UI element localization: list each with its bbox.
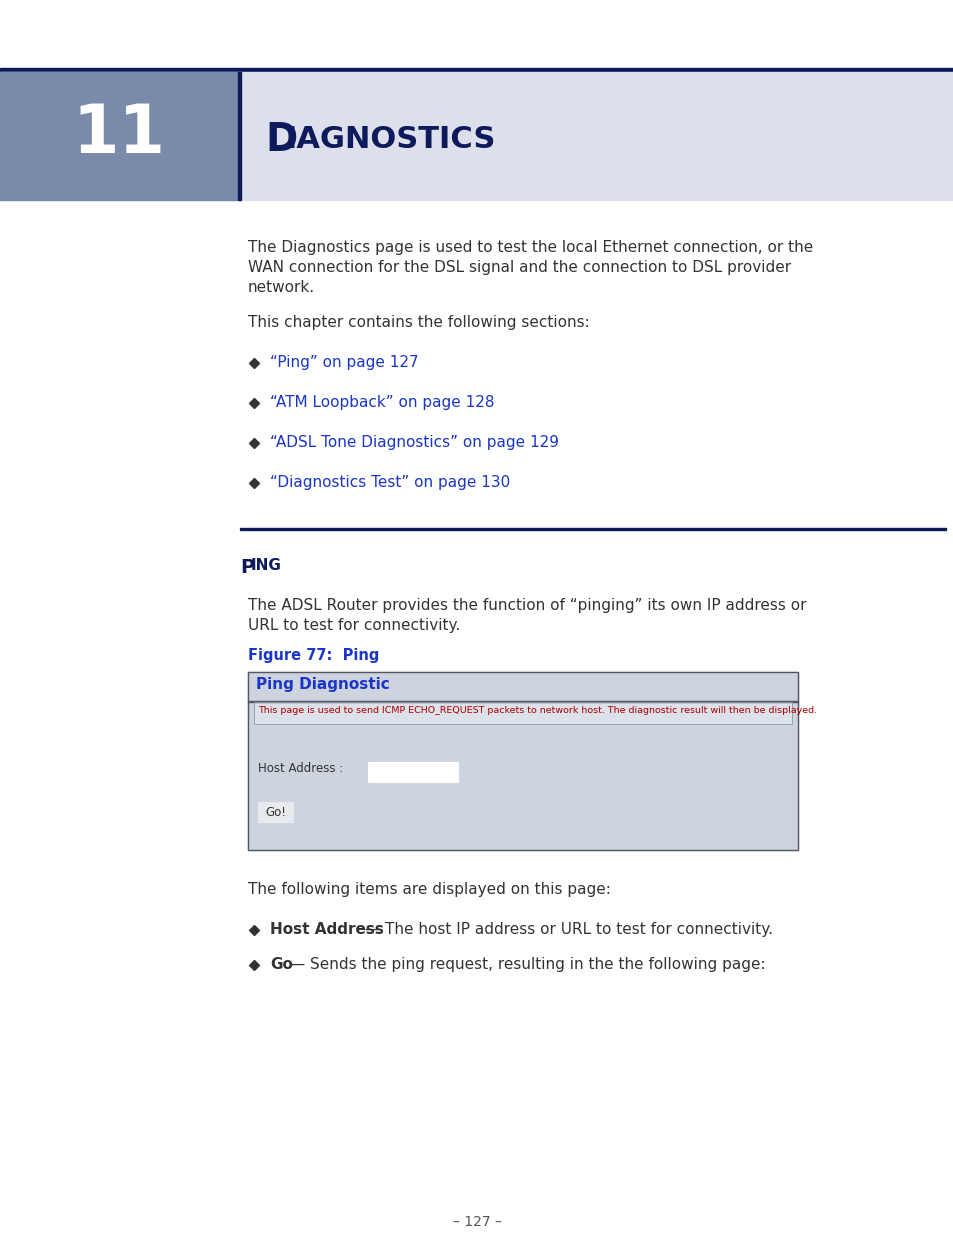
Bar — [248, 700, 797, 701]
Text: WAN connection for the DSL signal and the connection to DSL provider: WAN connection for the DSL signal and th… — [248, 261, 790, 275]
Text: The Diagnostics page is used to test the local Ethernet connection, or the: The Diagnostics page is used to test the… — [248, 240, 812, 254]
Text: This page is used to send ICMP ECHO_REQUEST packets to network host. The diagnos: This page is used to send ICMP ECHO_REQU… — [257, 706, 817, 715]
Text: Host Address :: Host Address : — [257, 762, 343, 776]
Bar — [253, 701, 791, 724]
Text: 11: 11 — [72, 101, 165, 167]
Text: Host Address: Host Address — [270, 923, 383, 937]
Text: Go: Go — [270, 957, 293, 972]
Text: P: P — [240, 558, 253, 577]
Bar — [248, 672, 797, 701]
Text: Ping Diagnostic: Ping Diagnostic — [255, 677, 390, 692]
Text: IAGNOSTICS: IAGNOSTICS — [285, 126, 495, 154]
Text: “ATM Loopback” on page 128: “ATM Loopback” on page 128 — [270, 395, 494, 410]
Text: URL to test for connectivity.: URL to test for connectivity. — [248, 618, 459, 634]
Text: Figure 77:  Ping: Figure 77: Ping — [248, 648, 379, 663]
Bar — [368, 762, 457, 782]
Text: The following items are displayed on this page:: The following items are displayed on thi… — [248, 882, 610, 897]
Text: This chapter contains the following sections:: This chapter contains the following sect… — [248, 315, 589, 330]
Bar — [240, 527, 945, 530]
Text: The ADSL Router provides the function of “pinging” its own IP address or: The ADSL Router provides the function of… — [248, 598, 805, 613]
Bar — [248, 672, 797, 850]
Text: D: D — [265, 121, 297, 159]
Bar — [237, 72, 241, 200]
Text: Go!: Go! — [265, 805, 286, 819]
Text: “Diagnostics Test” on page 130: “Diagnostics Test” on page 130 — [270, 475, 510, 490]
Text: network.: network. — [248, 280, 314, 295]
Text: — The host IP address or URL to test for connectivity.: — The host IP address or URL to test for… — [359, 923, 772, 937]
Bar — [0, 72, 953, 200]
Text: – 127 –: – 127 – — [452, 1215, 501, 1229]
Text: “ADSL Tone Diagnostics” on page 129: “ADSL Tone Diagnostics” on page 129 — [270, 435, 558, 450]
Text: — Sends the ping request, resulting in the the following page:: — Sends the ping request, resulting in t… — [285, 957, 765, 972]
Bar — [248, 672, 797, 850]
Bar — [0, 68, 953, 72]
Text: ING: ING — [251, 558, 281, 573]
Bar — [253, 701, 791, 724]
Bar — [257, 802, 293, 823]
Bar — [0, 72, 237, 200]
Text: “Ping” on page 127: “Ping” on page 127 — [270, 354, 418, 370]
